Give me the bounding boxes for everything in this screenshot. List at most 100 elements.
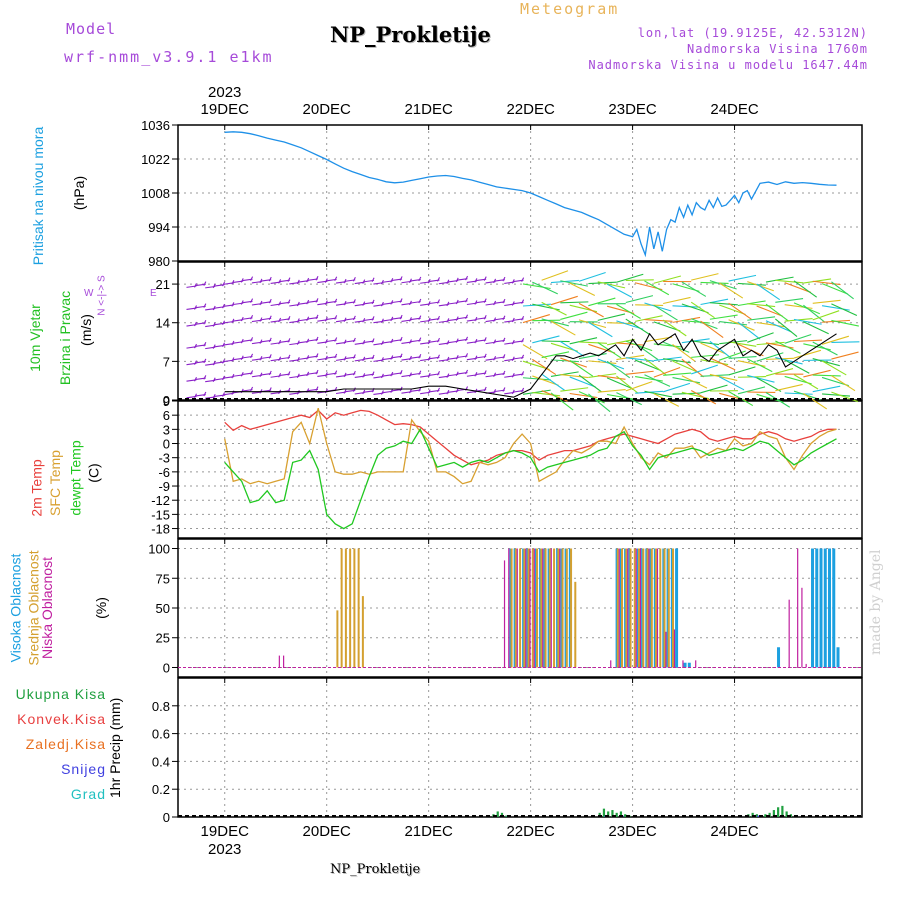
cloud-bar xyxy=(815,548,819,668)
wind-barb xyxy=(681,375,708,389)
wind-barb-feather xyxy=(259,372,263,378)
wind-speed-line xyxy=(224,332,837,398)
precip-bar xyxy=(615,812,618,817)
wind-barb xyxy=(774,318,798,338)
x-tick-label-bottom: 22DEC xyxy=(506,823,555,840)
cloud-bar xyxy=(508,548,510,668)
wind-barb-feather xyxy=(222,281,226,287)
wind-barb xyxy=(803,393,828,410)
x-tick-label-top: 24DEC xyxy=(710,101,759,118)
y-tick-label: -6 xyxy=(158,465,170,480)
cloud-bar xyxy=(516,548,518,668)
wind-barb xyxy=(653,356,682,362)
wind-barb xyxy=(532,375,559,386)
wind-barb-feather xyxy=(362,373,366,378)
wind-barb xyxy=(644,302,672,312)
wind-barb xyxy=(644,319,673,322)
wind-barb xyxy=(737,343,764,357)
wind-barb xyxy=(560,387,589,392)
wind-barb xyxy=(569,337,598,345)
wind-barb-feather xyxy=(203,319,207,325)
wind-barb-feather xyxy=(212,360,216,366)
wind-barb-feather xyxy=(343,356,347,361)
cloud-bar xyxy=(811,548,815,668)
wind-barb xyxy=(784,333,812,344)
y-tick-label: 7 xyxy=(163,354,170,369)
temp-line-2 xyxy=(224,427,837,530)
wind-barb-feather xyxy=(446,373,450,378)
wind-barb xyxy=(541,318,569,327)
wind-barb xyxy=(756,377,782,392)
wind-barb xyxy=(578,271,606,282)
wind-barb xyxy=(793,374,819,390)
wind-barb-feather xyxy=(427,389,431,394)
wind-barb xyxy=(812,341,838,356)
wind-barb xyxy=(765,276,794,283)
wind-barb xyxy=(709,357,736,371)
wind-barb-feather xyxy=(390,355,394,360)
cloud-bar xyxy=(344,548,347,668)
cloud-bar xyxy=(836,647,840,668)
wind-barb-feather xyxy=(465,353,469,358)
wind-barb-feather xyxy=(343,372,347,378)
y-tick-label: 0.2 xyxy=(152,782,170,797)
wind-barb-feather xyxy=(408,355,412,361)
wind-barb-feather xyxy=(240,355,244,360)
wind-barb-feather xyxy=(483,386,487,392)
wind-barb xyxy=(718,282,744,299)
wind-barb-feather xyxy=(203,358,207,364)
wind-barb xyxy=(681,358,704,378)
wind-barb-feather xyxy=(334,298,338,304)
wind-barb-feather xyxy=(296,390,300,395)
wind-barb-feather xyxy=(268,354,272,359)
wind-barb-feather xyxy=(521,338,525,343)
wind-barb-feather xyxy=(231,373,235,379)
precip-bar xyxy=(607,811,610,817)
wind-barb-feather xyxy=(437,315,441,321)
wind-barb xyxy=(737,282,766,286)
wind-barb-feather xyxy=(212,377,216,382)
cloud-bar xyxy=(659,548,662,668)
wind-barb-feather xyxy=(399,353,403,358)
cloud-bar xyxy=(349,548,352,668)
cloud-bar xyxy=(672,548,675,668)
cloud-bar xyxy=(642,548,645,668)
wind-barb xyxy=(597,388,626,393)
wind-barb-feather xyxy=(334,337,338,342)
wind-barb-feather xyxy=(427,372,431,378)
wind-barb-feather xyxy=(427,356,431,361)
wind-barb-feather xyxy=(399,314,403,320)
compass-w: W xyxy=(84,288,94,299)
cloud-bar xyxy=(503,560,506,668)
wind-barb-feather xyxy=(371,354,375,360)
wind-barb-feather xyxy=(334,370,338,375)
wind-barb xyxy=(578,302,604,318)
cloud-bar xyxy=(574,581,577,668)
wind-barb-feather xyxy=(203,342,207,347)
wind-barb xyxy=(550,295,578,306)
cloud-bar xyxy=(525,548,527,668)
wind-barb-feather xyxy=(212,305,216,311)
cloud-bar xyxy=(629,548,632,668)
wind-barb-feather xyxy=(259,317,263,322)
wind-barb-feather xyxy=(502,354,506,359)
panel-frame-precip xyxy=(177,677,863,818)
wind-barb-feather xyxy=(259,300,263,306)
wind-barb xyxy=(728,355,757,359)
wind-barb xyxy=(625,295,654,304)
wind-barb-feather xyxy=(278,373,282,378)
cloud-bar xyxy=(550,548,552,668)
precip-bar xyxy=(764,814,767,817)
wind-barb-feather xyxy=(222,320,226,325)
wind-barb-feather xyxy=(521,299,525,304)
wind-barb xyxy=(663,372,692,376)
wind-barb-feather xyxy=(324,316,328,322)
wind-barb-feather xyxy=(446,279,450,284)
wind-barb-feather xyxy=(446,356,450,362)
wind-barb-feather xyxy=(408,372,412,377)
wind-barb xyxy=(597,375,626,380)
wind-barb xyxy=(831,341,860,344)
wind-barb xyxy=(635,304,664,306)
wind-barb xyxy=(578,353,607,360)
wind-barb-feather xyxy=(362,356,366,362)
